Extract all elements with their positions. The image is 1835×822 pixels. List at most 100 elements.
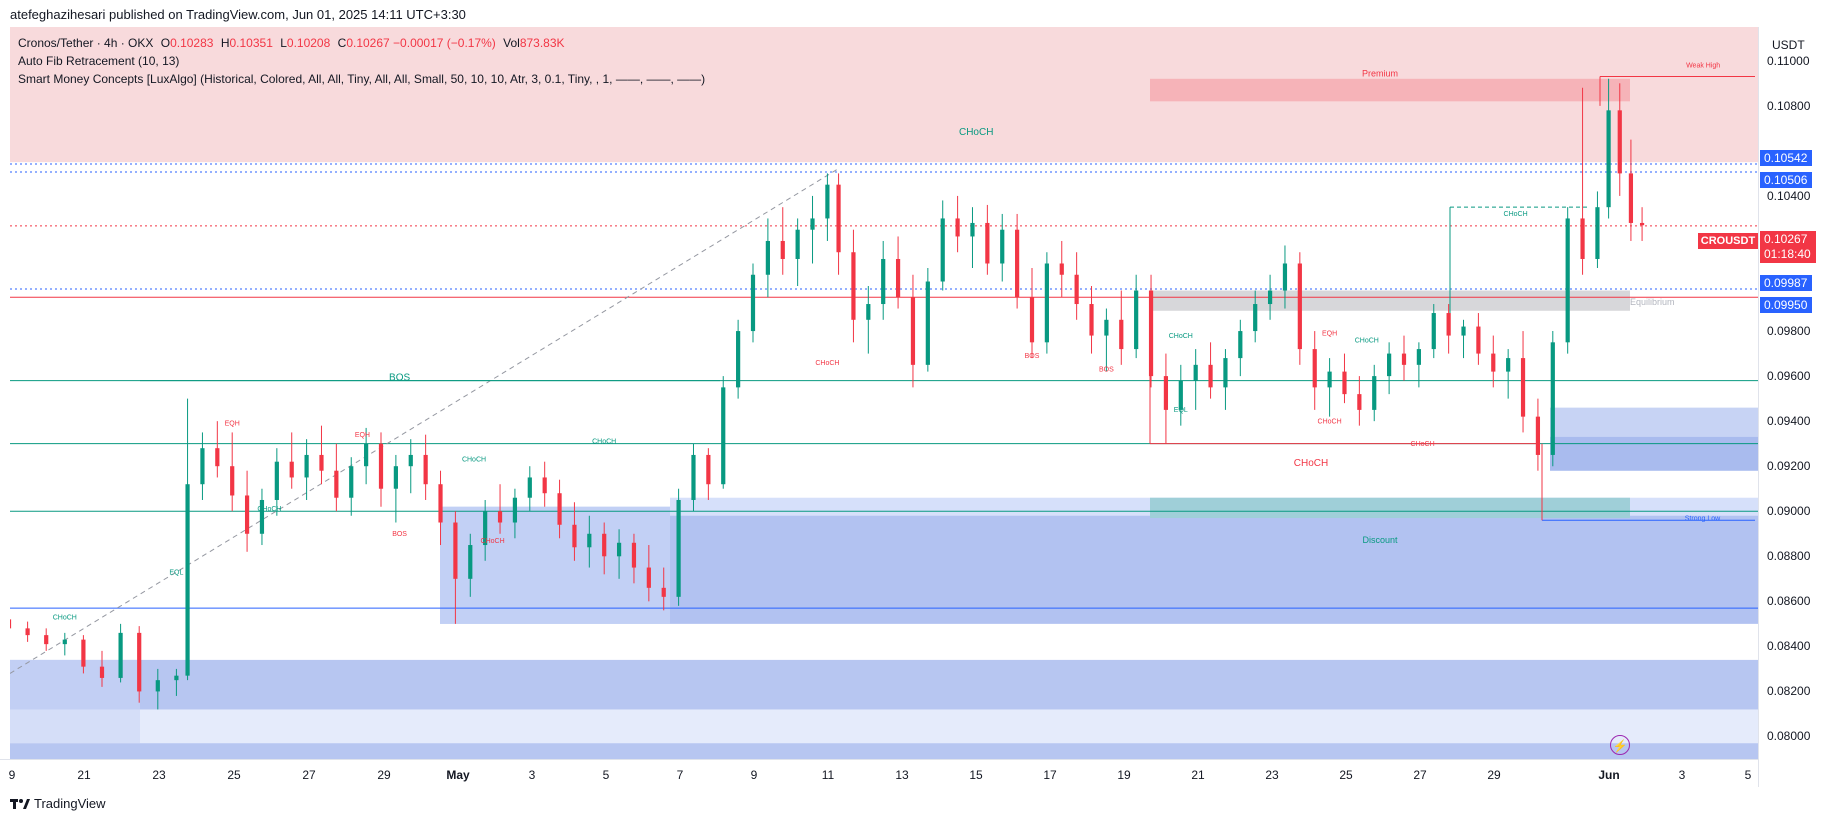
candle-body-34 [542,477,547,494]
time-tick-1: 21 [77,768,91,782]
price-tick-4: 0.09600 [1767,369,1811,384]
time-tick-13: 15 [969,768,983,782]
legend-change: −0.00017 (−0.17%) [393,36,496,50]
candle-body-107 [1617,110,1622,174]
candle-body-19 [319,454,324,471]
candle-body-80 [1223,358,1228,388]
structure-label-18: EQH [355,432,370,439]
premium-block [1150,78,1630,102]
legend-vol: 873.83K [519,36,565,50]
price-level-badge-0: 0.10542 [1760,149,1812,166]
time-tick-20: 29 [1487,768,1501,782]
candle-body-79 [1208,364,1213,388]
candle-body-20 [334,470,339,498]
time-tick-5: 29 [377,768,391,782]
discount-highlight [1150,497,1630,519]
candle-body-62 [955,218,960,237]
candle-body-97 [1476,326,1481,354]
candle-body-39 [616,542,622,557]
price-tick-10: 0.08400 [1767,639,1811,654]
candle-body-96 [1461,326,1466,336]
legend-indicator-fib[interactable]: Auto Fib Retracement (10, 13) [18,54,180,68]
time-tick-23: 5 [1744,768,1752,782]
footer-brand-text: TradingView [34,796,106,811]
legend-symbol[interactable]: Cronos/Tether · 4h · OKX [18,36,154,50]
time-axis[interactable]: 9 21 23 25 27 29 May 3 5 7 9 11 13 15 17 19 21 23 25 27 29 Ju… [0,759,1758,788]
structure-label-19: EQH [1322,331,1337,338]
currency-label[interactable]: USDT [1772,38,1805,52]
candle-body-61 [940,218,945,282]
candle-body-33 [527,477,532,498]
candle-body-74 [1134,290,1139,350]
chart-area[interactable]: Premium Equilibrium Discount CHoCH BOS CHoCH C… [10,27,1758,759]
order-block-right-core [1550,436,1758,471]
structure-label-4: BOS [1025,353,1040,360]
candle-body-8 [155,680,160,692]
structure-label-6: CHoCH [592,439,616,446]
candle-body-38 [602,533,607,557]
candle-body-102 [1550,342,1555,455]
candle-body-11 [200,448,205,485]
structure-label-13: CHoCH [481,538,505,545]
order-block-start [10,659,140,744]
structure-label-12: CHoCH [257,506,281,513]
structure-label-2: CHoCH [1294,458,1328,469]
candle-body-106 [1606,110,1611,208]
candle-body-56 [866,304,871,320]
candle-body-63 [970,222,975,237]
structure-label-10: CHoCH [1504,211,1528,218]
candle-body-43 [676,499,681,597]
candle-body-9 [174,675,179,681]
time-tick-0: 9 [8,768,16,782]
time-tick-10: 9 [750,768,758,782]
legend-high: 0.10351 [229,36,273,50]
candle-body-88 [1342,371,1347,395]
candle-body-58 [895,258,901,298]
candle-body-14 [244,495,250,534]
price-tick-11: 0.08200 [1767,684,1811,699]
time-tick-4: 27 [302,768,316,782]
candle-body-12 [215,448,220,467]
price-axis[interactable]: 0.11000 0.10800 0.10400 0.09800 0.09600 0.094… [1758,27,1835,787]
candle-body-49 [765,240,770,275]
candle-body-52 [810,218,815,230]
structure-label-22: Weak High [1686,63,1720,70]
candle-body-89 [1357,394,1362,410]
price-tick-6: 0.09200 [1767,459,1811,474]
structure-label-5: BOS [1099,367,1114,374]
structure-label-8: CHoCH [1169,333,1193,340]
candle-body-100 [1520,358,1526,417]
candle-body-23 [378,443,384,489]
price-tick-8: 0.08800 [1767,549,1811,564]
candle-body-2 [44,635,49,645]
time-tick-16: 21 [1191,768,1205,782]
price-tick-9: 0.08600 [1767,594,1811,609]
candle-body-17 [289,461,294,478]
candle-body-26 [423,454,428,485]
price-tick-3: 0.09800 [1767,324,1811,339]
bar-countdown: 01:18:40 [1764,247,1811,261]
price-tick-7: 0.09000 [1767,504,1811,519]
structure-label-7: CHoCH [462,457,486,464]
legend-indicator-smc[interactable]: Smart Money Concepts [LuxAlgo] (Historic… [18,72,706,86]
candle-body-64 [985,222,990,264]
candle-body-46 [721,387,726,485]
time-tick-22: 3 [1678,768,1686,782]
candle-body-32 [512,497,518,523]
candle-body-67 [1029,297,1035,343]
legend-symbol-row[interactable]: Cronos/Tether · 4h · OKX O0.10283 H0.103… [18,34,705,52]
candle-body-91 [1387,353,1392,377]
candle-body-37 [587,533,592,548]
lightning-icon[interactable]: ⚡ [1610,735,1630,755]
equilibrium-label: Equilibrium [1630,297,1675,307]
time-tick-2: 23 [152,768,166,782]
price-chart[interactable]: Premium Equilibrium Discount CHoCH BOS CHoCH C… [10,27,1758,759]
candle-body-27 [438,484,443,523]
structure-label-15: CHoCH [1411,441,1435,448]
candle-body-16 [274,461,279,500]
candle-body-82 [1253,304,1258,332]
candle-body-60 [925,281,930,365]
footer-brand: TradingView [10,796,106,811]
legend-high-label: H [220,36,230,50]
candle-body-53 [825,184,830,219]
